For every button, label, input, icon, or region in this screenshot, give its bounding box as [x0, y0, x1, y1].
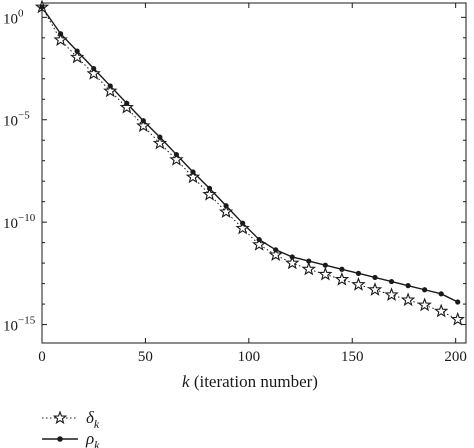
data-point-delta	[251, 237, 267, 251]
data-point-rho	[74, 48, 80, 54]
data-point-rho	[256, 236, 262, 243]
data-point-delta	[268, 247, 283, 262]
x-tick-label: 150	[341, 349, 364, 365]
data-point-rho	[223, 203, 229, 209]
data-point-rho	[124, 100, 130, 106]
data-point-rho	[372, 274, 378, 281]
data-point-rho	[355, 270, 362, 276]
data-point-delta	[334, 271, 350, 286]
plot-frame	[41, 2, 467, 344]
data-point-delta	[301, 261, 317, 276]
y-axis: 100 10−5 10−10 10−15	[3, 7, 466, 335]
data-point-delta	[450, 311, 465, 326]
data-point-delta	[384, 287, 399, 301]
data-point-rho	[388, 278, 395, 285]
x-tick-label: 0	[38, 349, 46, 365]
data-point-rho	[438, 291, 444, 297]
data-point-rho	[306, 258, 312, 264]
x-tick-label: 100	[238, 349, 261, 365]
series-line-k-rho	[41, 6, 459, 303]
y-tick-label: 10−5	[3, 110, 30, 130]
legend-label: δk	[86, 408, 100, 431]
data-point-delta	[119, 99, 135, 114]
data-point-rho	[405, 283, 411, 289]
y-tick-label: 10−15	[3, 315, 36, 335]
data-point-delta	[417, 297, 432, 312]
x-axis-label: k (iteration number)	[182, 372, 318, 391]
data-point-rho	[455, 299, 461, 305]
data-point-delta	[433, 303, 449, 318]
data-point-delta	[285, 255, 300, 270]
data-point-delta	[202, 186, 217, 201]
y-tick-label: 100	[3, 7, 24, 27]
y-tick-label: 10−10	[3, 212, 36, 232]
data-point-delta	[400, 292, 416, 307]
data-point-delta	[152, 135, 168, 150]
legend-marker-dot	[57, 436, 63, 442]
legend-marker-star	[52, 410, 68, 425]
data-point-delta	[69, 49, 85, 64]
data-point-delta	[218, 204, 234, 219]
data-point-rho	[206, 185, 213, 191]
data-point-rho	[107, 83, 113, 89]
data-point-rho	[289, 254, 295, 260]
data-point-rho	[339, 266, 345, 272]
x-tick-label: 200	[444, 349, 467, 365]
data-point-delta	[367, 282, 383, 296]
data-point-rho	[58, 31, 64, 37]
data-point-rho	[190, 169, 196, 175]
plot-border	[41, 2, 467, 344]
data-point-delta	[103, 83, 118, 98]
data-point-rho	[322, 262, 328, 268]
data-point-rho	[422, 287, 428, 293]
data-point-delta	[169, 152, 184, 166]
data-point-rho	[39, 4, 45, 10]
series-line-k-delta	[41, 6, 458, 320]
data-point-delta	[185, 169, 201, 184]
data-point-delta	[136, 118, 151, 133]
data-point-delta	[318, 266, 333, 281]
data-point-rho	[240, 220, 246, 226]
data-point-rho	[91, 65, 97, 72]
series-lines	[41, 6, 459, 320]
data-point-delta	[235, 220, 250, 235]
legend-label: ρk	[85, 429, 100, 448]
data-point-rho	[157, 134, 163, 140]
series-markers	[34, 0, 465, 326]
data-point-rho	[173, 151, 180, 158]
data-point-delta	[351, 277, 366, 291]
x-axis: 0 50 100 150 200	[38, 3, 467, 365]
data-point-delta	[53, 32, 68, 46]
data-point-delta	[86, 66, 101, 80]
data-point-rho	[273, 247, 279, 253]
data-point-rho	[140, 118, 146, 124]
x-tick-label: 50	[138, 349, 153, 365]
